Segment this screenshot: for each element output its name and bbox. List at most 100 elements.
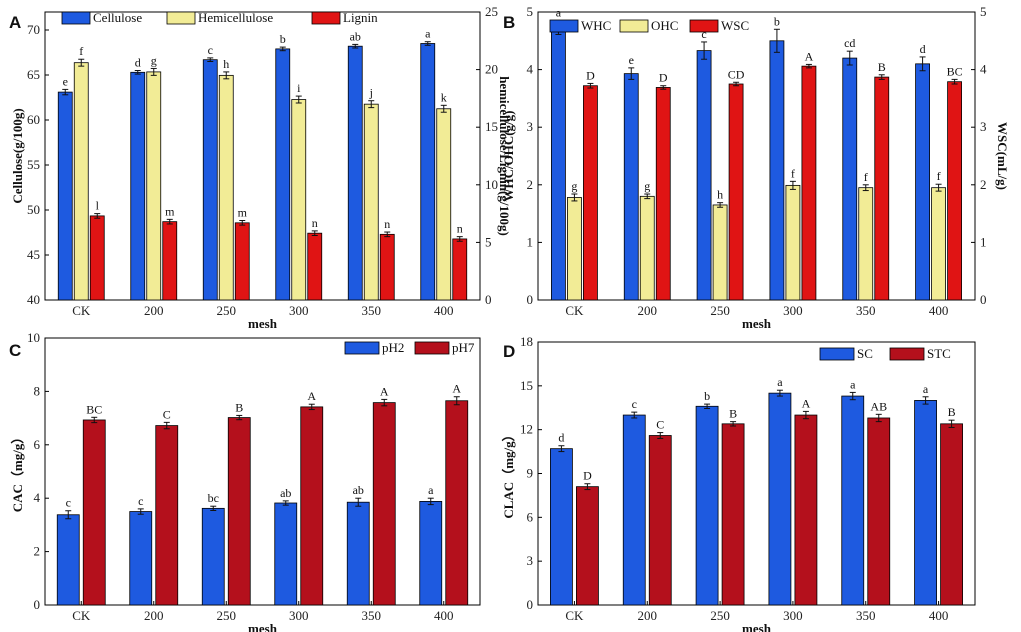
significance-label: B <box>948 405 956 419</box>
significance-label: g <box>644 179 650 193</box>
significance-label: ab <box>280 486 291 500</box>
significance-label: n <box>384 217 390 231</box>
xtick-label: CK <box>72 608 91 623</box>
bar-pH7 <box>155 425 179 606</box>
ytick-label: 6 <box>527 509 534 524</box>
bar-WSC <box>728 83 744 301</box>
ytick-right-label: 10 <box>485 177 498 192</box>
bar-Cellulose <box>130 71 146 301</box>
xtick-label: 400 <box>929 608 949 623</box>
bar-pH2 <box>346 501 370 606</box>
significance-label: a <box>923 382 929 396</box>
xtick-label: 300 <box>783 303 803 318</box>
significance-label: f <box>79 44 83 58</box>
xtick-label: CK <box>565 608 584 623</box>
significance-label: c <box>701 27 706 41</box>
ytick-label: 55 <box>27 157 40 172</box>
ytick-right-label: 1 <box>980 234 987 249</box>
bar-Cellulose <box>420 43 436 301</box>
significance-label: cd <box>844 36 855 50</box>
bar-pH7 <box>445 400 469 606</box>
ytick-label: 45 <box>27 247 40 262</box>
bar-WSC <box>655 87 671 301</box>
ytick-label: 0 <box>527 292 534 307</box>
bar-OHC <box>858 187 874 301</box>
xtick-label: 350 <box>856 303 876 318</box>
ytick-right-label: 25 <box>485 4 498 19</box>
bar-Hemicellulose <box>363 103 379 301</box>
ytick-right-label: 3 <box>980 119 987 134</box>
xtick-label: 300 <box>289 303 309 318</box>
xtick-label: 350 <box>362 303 382 318</box>
bar-OHC <box>931 187 946 301</box>
significance-label: A <box>802 396 811 410</box>
bar-WHC <box>915 63 930 301</box>
bar-Hemicellulose <box>218 74 234 301</box>
ytick-label: 50 <box>27 202 40 217</box>
significance-label: c <box>632 397 637 411</box>
xtick-label: 350 <box>856 608 876 623</box>
bar-SC <box>914 400 937 606</box>
ytick-right-label: 15 <box>485 119 498 134</box>
y-axis-title: CAC（mg/g） <box>10 431 25 513</box>
ytick-right-label: 0 <box>980 292 987 307</box>
bar-Hemicellulose <box>73 62 89 301</box>
significance-label: B <box>878 60 886 74</box>
bar-WHC <box>842 57 858 301</box>
bar-WHC <box>623 73 639 301</box>
significance-label: n <box>457 222 463 236</box>
legend-label-OHC: OHC <box>651 18 678 33</box>
significance-label: a <box>425 27 431 41</box>
bar-Cellulose <box>202 59 218 301</box>
bar-OHC <box>639 195 655 301</box>
xtick-label: 400 <box>929 303 949 318</box>
plot-frame-C <box>44 337 481 606</box>
ytick-label: 3 <box>527 119 534 134</box>
legend-label-Lignin: Lignin <box>343 10 378 25</box>
significance-label: A <box>805 49 814 63</box>
significance-label: a <box>777 375 783 389</box>
bar-Cellulose <box>347 45 363 301</box>
significance-label: l <box>96 199 100 213</box>
ytick-label: 10 <box>27 330 40 345</box>
ytick-label: 2 <box>527 177 534 192</box>
plot-frame-A <box>44 11 481 301</box>
significance-label: g <box>571 179 577 193</box>
legend-swatch-OHC <box>619 19 649 33</box>
bar-WSC <box>874 76 890 301</box>
bar-WHC <box>696 50 712 301</box>
bar-WSC <box>801 65 817 301</box>
significance-label: d <box>558 431 564 445</box>
legend-swatch-STC <box>889 347 925 361</box>
ytick-label: 3 <box>527 553 534 568</box>
significance-label: c <box>138 494 143 508</box>
ytick-label: 9 <box>527 466 534 481</box>
bar-OHC <box>567 197 582 301</box>
ytick-label: 0 <box>527 597 534 612</box>
y-axis-right-title: hemicellulose/Lignin(g/100g) <box>497 76 512 236</box>
ytick-label: 70 <box>27 22 40 37</box>
ytick-right-label: 0 <box>485 292 492 307</box>
legend-swatch-WHC <box>549 19 579 33</box>
significance-label: A <box>307 389 316 403</box>
significance-label: e <box>63 74 68 88</box>
bar-STC <box>721 423 745 606</box>
significance-label: b <box>704 389 710 403</box>
xtick-label: 250 <box>217 608 237 623</box>
bar-Lignin <box>162 221 178 301</box>
legend-swatch-Hemicellulose <box>166 11 196 25</box>
bar-Cellulose <box>57 91 73 301</box>
significance-label: k <box>441 90 447 104</box>
legend-label-SC: SC <box>857 346 873 361</box>
x-axis-title: mesh <box>248 621 278 632</box>
panel-label-A: A <box>9 13 21 32</box>
significance-label: a <box>428 483 434 497</box>
significance-label: B <box>235 400 243 414</box>
xtick-label: 200 <box>638 608 658 623</box>
legend-swatch-Cellulose <box>61 11 91 25</box>
significance-label: h <box>223 57 229 71</box>
xtick-label: 200 <box>638 303 658 318</box>
plot-frame-B <box>537 11 976 301</box>
bar-WSC <box>583 85 598 301</box>
